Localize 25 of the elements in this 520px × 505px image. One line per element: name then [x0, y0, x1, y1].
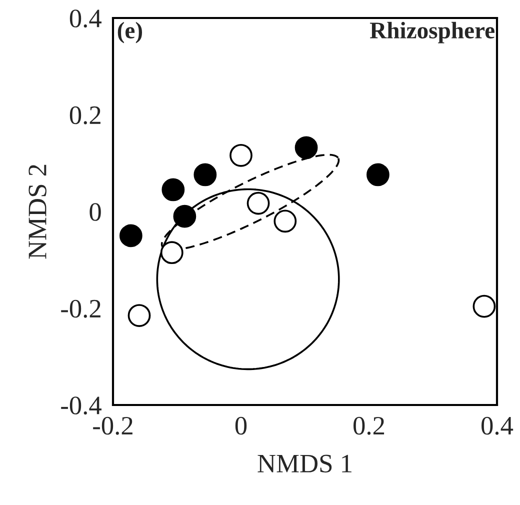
y-tick-label: -0.4 — [61, 396, 102, 415]
point — [128, 304, 151, 327]
x-tick-label: -0.2 — [93, 416, 132, 435]
point — [162, 178, 185, 202]
y-axis-title: NMDS 2 — [28, 164, 46, 259]
point — [194, 163, 217, 186]
point — [230, 144, 252, 167]
annotation: Rhizosphere — [370, 22, 494, 44]
point — [173, 204, 196, 228]
point — [294, 136, 318, 160]
point — [472, 294, 496, 318]
y-tick-label: -0.2 — [61, 300, 100, 318]
point — [160, 241, 184, 264]
x-tick-label: 0 — [235, 416, 247, 435]
x-tick-label: 0.4 — [482, 416, 514, 435]
y-tick-label: 0.4 — [70, 10, 102, 28]
y-tick-label: 0 — [90, 203, 101, 221]
y-tick-label: 0.2 — [70, 106, 100, 124]
point — [274, 210, 297, 233]
x-axis-title: NMDS 1 — [258, 454, 352, 473]
point — [246, 192, 270, 215]
point — [119, 224, 142, 248]
point — [366, 163, 390, 186]
x-tick-label: 0.2 — [354, 416, 384, 435]
annotation: (e) — [118, 22, 142, 44]
